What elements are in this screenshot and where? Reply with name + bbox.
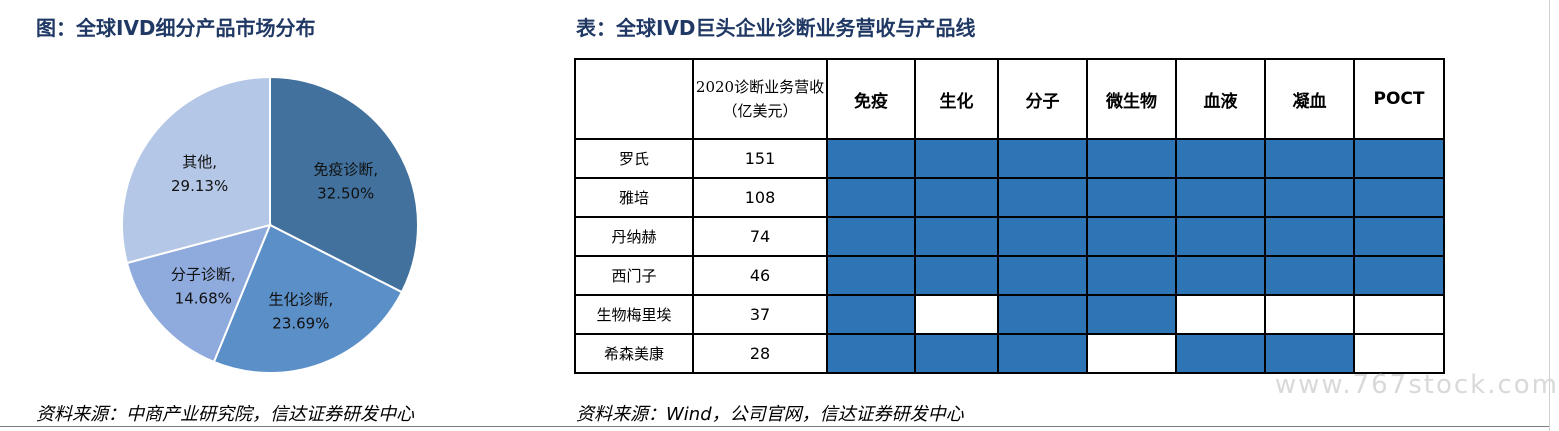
product-line-filled-cell xyxy=(1264,333,1355,374)
pie-slice xyxy=(121,75,271,265)
pie-slice-percent-label: 32.50% xyxy=(317,185,374,203)
header-revenue: 2020诊断业务营收（亿美元） xyxy=(692,58,828,140)
revenue-cell: 37 xyxy=(692,294,828,335)
header-coagulation: 凝血 xyxy=(1264,58,1355,140)
ivd-company-product-table: 2020诊断业务营收（亿美元） 免疫 生化 分子 微生物 血液 凝血 POCT … xyxy=(574,58,1445,374)
revenue-cell: 74 xyxy=(692,216,828,257)
table-title: 表：全球IVD巨头企业诊断业务营收与产品线 xyxy=(576,16,976,40)
revenue-cell: 151 xyxy=(692,138,828,179)
product-line-filled-cell xyxy=(1264,255,1355,296)
product-line-filled-cell xyxy=(1353,138,1445,179)
revenue-cell: 46 xyxy=(692,255,828,296)
product-line-empty-cell xyxy=(1264,294,1355,335)
product-line-filled-cell xyxy=(826,177,916,218)
pie-slice-name-label: 免疫诊断, xyxy=(313,161,378,179)
product-line-filled-cell xyxy=(914,177,999,218)
company-cell: 希森美康 xyxy=(574,333,694,374)
revenue-cell: 28 xyxy=(692,333,828,374)
pie-slice xyxy=(125,223,272,364)
product-line-filled-cell xyxy=(1086,138,1177,179)
header-immunoassay: 免疫 xyxy=(826,58,916,140)
product-line-filled-cell xyxy=(1353,216,1445,257)
product-line-filled-cell xyxy=(997,138,1088,179)
table-row: 生物梅里埃 37 xyxy=(574,294,1445,335)
product-line-filled-cell xyxy=(914,255,999,296)
product-line-empty-cell xyxy=(1175,294,1266,335)
product-line-filled-cell xyxy=(997,177,1088,218)
table-row: 罗氏 151 xyxy=(574,138,1445,179)
product-line-filled-cell xyxy=(1264,216,1355,257)
product-line-filled-cell xyxy=(1175,255,1266,296)
ivd-segment-pie-chart: 免疫诊断, 32.50% 生化诊断, 23.69% 分子诊断, 14.68% 其他, 29.1… xyxy=(121,75,419,374)
product-line-filled-cell xyxy=(1353,177,1445,218)
pie-slice-percent-label: 14.68% xyxy=(175,290,232,308)
table-row: 西门子 46 xyxy=(574,255,1445,296)
header-microbiology: 微生物 xyxy=(1086,58,1177,140)
table-header-row: 2020诊断业务营收（亿美元） 免疫 生化 分子 微生物 血液 凝血 POCT xyxy=(574,58,1445,140)
table-source-note: 资料来源：Wind，公司官网，信达证券研发中心 xyxy=(576,404,964,425)
pie-slice-percent-label: 23.69% xyxy=(272,314,329,332)
product-line-filled-cell xyxy=(826,138,916,179)
table-row: 丹纳赫 74 xyxy=(574,216,1445,257)
product-line-filled-cell xyxy=(914,138,999,179)
product-line-filled-cell xyxy=(826,255,916,296)
product-line-filled-cell xyxy=(997,333,1088,374)
product-line-empty-cell xyxy=(1353,294,1445,335)
header-molecular: 分子 xyxy=(997,58,1088,140)
product-line-filled-cell xyxy=(1086,216,1177,257)
pie-source-note: 资料来源：中商产业研究院，信达证券研发中心 xyxy=(36,404,414,425)
product-line-filled-cell xyxy=(826,333,916,374)
header-biochemistry: 生化 xyxy=(914,58,999,140)
product-line-filled-cell xyxy=(1353,255,1445,296)
product-line-filled-cell xyxy=(1086,294,1177,335)
revenue-cell: 108 xyxy=(692,177,828,218)
product-line-filled-cell xyxy=(1264,138,1355,179)
pie-slice xyxy=(269,75,419,294)
product-line-filled-cell xyxy=(1086,177,1177,218)
pie-slice-name-label: 分子诊断, xyxy=(171,266,236,284)
product-line-filled-cell xyxy=(914,333,999,374)
company-cell: 生物梅里埃 xyxy=(574,294,694,335)
pie-slice-percent-label: 29.13% xyxy=(171,177,228,195)
watermark: www.767stock.com xyxy=(1274,370,1559,400)
bottom-divider xyxy=(0,426,1549,427)
product-line-filled-cell xyxy=(997,216,1088,257)
product-line-empty-cell xyxy=(1086,333,1177,374)
product-line-filled-cell xyxy=(826,216,916,257)
company-cell: 丹纳赫 xyxy=(574,216,694,257)
product-line-filled-cell xyxy=(914,216,999,257)
pie-chart-title: 图：全球IVD细分产品市场分布 xyxy=(36,16,316,40)
product-line-empty-cell xyxy=(914,294,999,335)
pie-slice-name-label: 生化诊断, xyxy=(269,290,334,308)
table-row: 雅培 108 xyxy=(574,177,1445,218)
company-cell: 雅培 xyxy=(574,177,694,218)
product-line-filled-cell xyxy=(1175,333,1266,374)
pie-slice xyxy=(212,223,404,374)
header-company xyxy=(574,58,694,140)
table-row: 希森美康 28 xyxy=(574,333,1445,374)
product-line-filled-cell xyxy=(1264,177,1355,218)
product-line-filled-cell xyxy=(1175,138,1266,179)
product-line-filled-cell xyxy=(997,294,1088,335)
product-line-empty-cell xyxy=(1353,333,1445,374)
product-line-filled-cell xyxy=(1175,216,1266,257)
product-line-filled-cell xyxy=(1175,177,1266,218)
pie-slice-name-label: 其他, xyxy=(182,153,217,171)
company-cell: 罗氏 xyxy=(574,138,694,179)
header-hematology: 血液 xyxy=(1175,58,1266,140)
right-edge-divider xyxy=(1549,0,1550,431)
company-cell: 西门子 xyxy=(574,255,694,296)
product-line-filled-cell xyxy=(826,294,916,335)
header-poct: POCT xyxy=(1353,58,1445,140)
product-line-filled-cell xyxy=(997,255,1088,296)
product-line-filled-cell xyxy=(1086,255,1177,296)
